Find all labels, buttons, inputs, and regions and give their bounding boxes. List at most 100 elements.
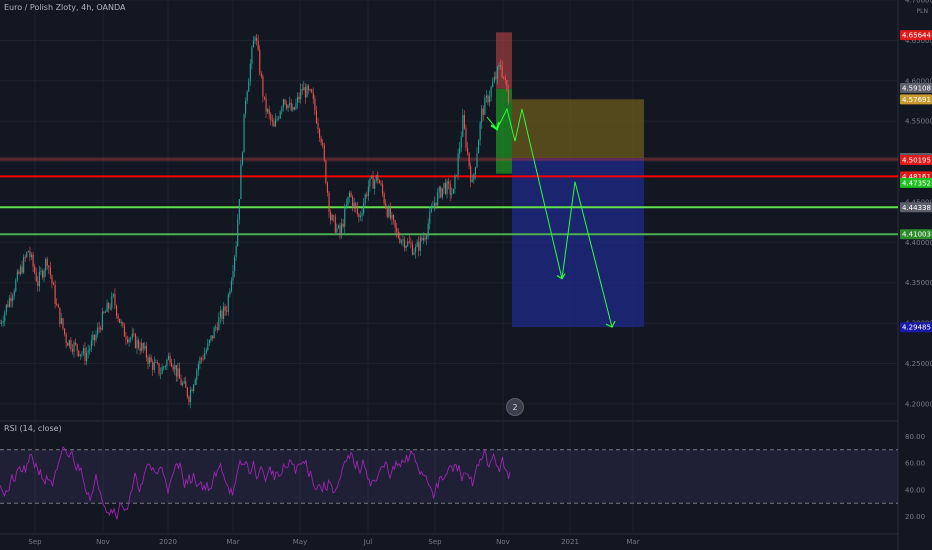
candle-body bbox=[191, 389, 193, 391]
candle-body bbox=[193, 384, 195, 391]
candle-body bbox=[245, 100, 247, 114]
candle-body bbox=[75, 342, 77, 345]
candle-body bbox=[205, 350, 207, 354]
candle-body bbox=[308, 85, 310, 91]
candle-body bbox=[273, 121, 275, 127]
candle-body bbox=[396, 227, 398, 232]
candle-body bbox=[432, 207, 434, 209]
candle-body bbox=[246, 91, 248, 101]
candle-body bbox=[382, 184, 384, 194]
candle-body bbox=[355, 202, 357, 208]
candle-body bbox=[298, 96, 300, 100]
candle-body bbox=[339, 225, 341, 235]
candle-body bbox=[496, 66, 499, 79]
candle-body bbox=[295, 103, 297, 110]
candle-body bbox=[408, 241, 410, 243]
candle-body bbox=[108, 302, 110, 309]
candle-body bbox=[49, 267, 51, 276]
candle-body bbox=[16, 271, 18, 281]
projection-arrows bbox=[486, 107, 616, 328]
tradingview-logo-icon[interactable]: 2 bbox=[506, 398, 524, 416]
candle-body bbox=[391, 215, 393, 219]
candle-body bbox=[429, 211, 431, 224]
candle-body bbox=[160, 373, 162, 375]
candle-body bbox=[317, 122, 319, 130]
candle-body bbox=[127, 339, 129, 343]
candle-body bbox=[493, 76, 495, 83]
candle-body bbox=[141, 343, 143, 351]
candle-body bbox=[314, 98, 316, 111]
candle-body bbox=[293, 107, 295, 110]
candle-body bbox=[186, 387, 188, 397]
candle-body bbox=[404, 239, 406, 249]
candle-body bbox=[90, 340, 92, 349]
candle-body bbox=[289, 102, 291, 105]
candle-body bbox=[93, 334, 96, 341]
projection-arrowhead bbox=[556, 273, 566, 280]
candle-body bbox=[457, 153, 459, 176]
candle-body bbox=[344, 207, 346, 227]
candle-body bbox=[212, 335, 214, 339]
candle-body bbox=[364, 194, 366, 204]
candle-body bbox=[73, 342, 75, 352]
candle-body bbox=[356, 207, 358, 214]
candle-body bbox=[238, 199, 240, 220]
candle-body bbox=[297, 96, 299, 104]
candle-body bbox=[430, 208, 432, 212]
candle-body bbox=[501, 66, 503, 77]
candle-body bbox=[152, 361, 154, 371]
candle-body bbox=[150, 357, 152, 362]
candle-body bbox=[67, 343, 69, 346]
candle-body bbox=[490, 86, 492, 97]
candle-body bbox=[166, 359, 168, 367]
candle-body bbox=[221, 310, 223, 319]
candle-body bbox=[86, 352, 88, 361]
candle-body bbox=[482, 108, 484, 115]
candle-body bbox=[479, 122, 481, 141]
projection-arrowhead bbox=[605, 320, 616, 328]
candle-body bbox=[81, 353, 83, 355]
candle-body bbox=[400, 240, 402, 243]
candle-body bbox=[281, 107, 283, 112]
candle-body bbox=[446, 181, 448, 194]
rsi-series-line bbox=[0, 445, 511, 520]
candle-body bbox=[200, 358, 203, 360]
candle-body bbox=[473, 174, 475, 180]
candle-body bbox=[424, 238, 426, 240]
candle-body bbox=[260, 73, 262, 77]
price-badge-label: 4.47352 bbox=[902, 179, 931, 187]
candle-body bbox=[204, 353, 206, 359]
candle-body bbox=[452, 188, 454, 194]
candle-body bbox=[448, 181, 450, 184]
candle-body bbox=[8, 297, 11, 307]
rsi-tick-label: 80.00 bbox=[905, 433, 925, 441]
candle-body bbox=[333, 215, 335, 217]
price-tick-label: 4.70000 bbox=[905, 0, 932, 5]
candle-body bbox=[487, 95, 489, 103]
candle-body bbox=[320, 137, 322, 143]
candle-body bbox=[149, 357, 151, 364]
price-tick-label: 4.55000 bbox=[905, 118, 932, 126]
candle-body bbox=[345, 204, 347, 208]
candle-body bbox=[462, 115, 464, 137]
candle-body bbox=[348, 192, 351, 197]
candle-body bbox=[465, 128, 467, 148]
candle-body bbox=[389, 207, 391, 219]
price-tick-label: 4.35000 bbox=[905, 279, 932, 287]
candle-body bbox=[271, 120, 273, 122]
symbol-title: Euro / Polish Zloty, 4h, OANDA bbox=[4, 3, 126, 12]
time-tick-label: Jul bbox=[363, 538, 373, 546]
candle-body bbox=[418, 242, 420, 251]
candle-body bbox=[35, 272, 37, 282]
candle-body bbox=[234, 256, 236, 272]
candle-body bbox=[257, 40, 259, 50]
candle-body bbox=[101, 311, 103, 330]
candle-body bbox=[115, 305, 118, 316]
candle-body bbox=[468, 152, 470, 167]
candle-body bbox=[134, 334, 136, 348]
candle-body bbox=[290, 102, 292, 111]
candle-body bbox=[241, 152, 244, 165]
candle-body bbox=[463, 115, 465, 129]
candle-body bbox=[454, 175, 456, 189]
